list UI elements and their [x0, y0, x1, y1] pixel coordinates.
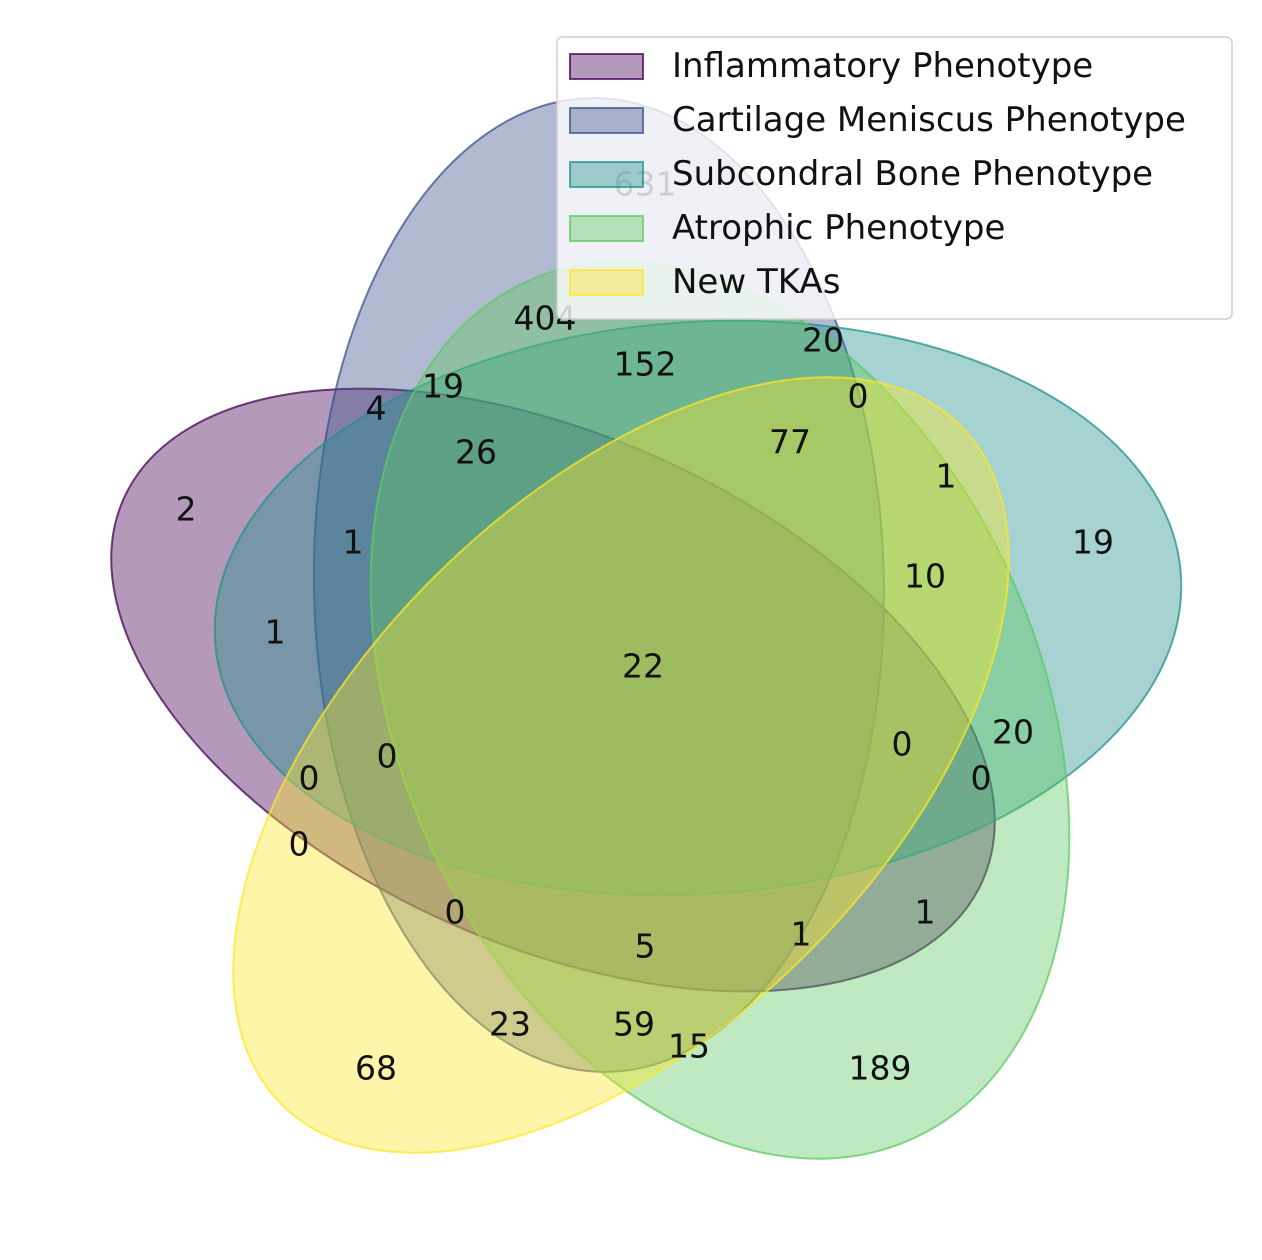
region-count-00101: 1: [936, 457, 957, 496]
legend-label: New TKAs: [672, 262, 840, 302]
region-count-11010: 19: [422, 367, 464, 406]
region-count-10111: 0: [892, 725, 913, 764]
region-count-00111: 10: [904, 557, 946, 596]
region-count-11001: 0: [445, 893, 466, 932]
region-count-01100: 20: [802, 321, 844, 360]
region-count-11110: 26: [455, 433, 497, 472]
region-count-01001: 23: [489, 1005, 531, 1044]
region-count-00011: 15: [668, 1027, 710, 1066]
region-count-01101: 0: [848, 377, 869, 416]
legend-label: Atrophic Phenotype: [672, 208, 1005, 248]
set-ellipse-subcondral-bone-phenotype: [213, 319, 1183, 897]
region-count-10011: 1: [791, 915, 812, 954]
region-count-10001: 0: [289, 825, 310, 864]
region-count-11100: 1: [343, 523, 364, 562]
region-count-10101: 0: [299, 759, 320, 798]
legend-swatch: [569, 215, 644, 242]
region-count-01011: 59: [613, 1005, 655, 1044]
set-ellipse-new-tkas: [232, 376, 1010, 1154]
set-ellipse-atrophic-phenotype: [369, 260, 1071, 1160]
legend-frame: [556, 36, 1233, 320]
region-count-01111: 77: [769, 423, 811, 462]
region-count-00010: 189: [849, 1049, 912, 1088]
region-count-11000: 4: [366, 389, 387, 428]
region-count-11011: 5: [635, 927, 656, 966]
region-count-11111: 22: [622, 647, 664, 686]
legend-label: Inflammatory Phenotype: [672, 46, 1093, 86]
legend-swatch: [569, 269, 644, 296]
region-count-01110: 152: [614, 345, 677, 384]
region-count-11101: 0: [377, 737, 398, 776]
legend-label: Subcondral Bone Phenotype: [672, 154, 1153, 194]
region-count-00001: 68: [355, 1049, 397, 1088]
region-count-00100: 19: [1072, 523, 1114, 562]
region-count-10010: 1: [915, 893, 936, 932]
legend-label: Cartilage Meniscus Phenotype: [672, 100, 1186, 140]
legend: Inflammatory Phenotype Cartilage Meniscus…: [556, 36, 1233, 320]
legend-swatch: [569, 161, 644, 188]
region-count-00110: 20: [992, 713, 1034, 752]
region-count-10110: 0: [971, 759, 992, 798]
region-count-10100: 1: [265, 613, 286, 652]
set-ellipse-inflammatory-phenotype: [110, 387, 996, 993]
legend-swatch: [569, 107, 644, 134]
legend-swatch: [569, 53, 644, 80]
region-count-10000: 2: [176, 490, 197, 529]
